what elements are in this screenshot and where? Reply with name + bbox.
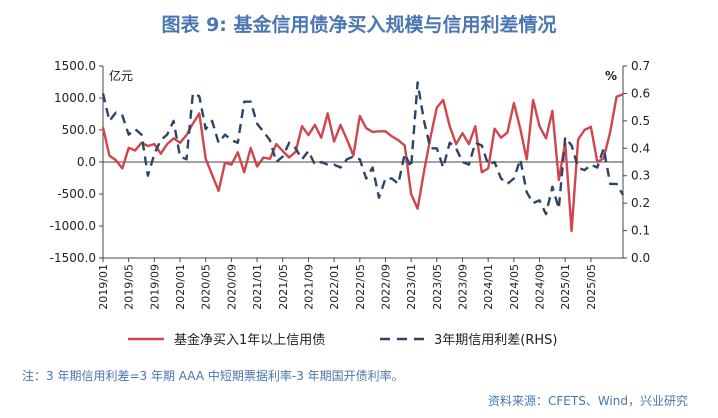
left-tick-label: -500.0	[57, 187, 96, 201]
x-tick-label: 2024/05	[508, 264, 521, 310]
x-tick-label: 2019/05	[123, 264, 136, 310]
legend-label-credit-spread: 3年期信用利差(RHS)	[434, 333, 557, 348]
x-tick-label: 2021/09	[302, 264, 315, 310]
axes: 1500.0 1000.0 500.0 0.0 -500.0 -1000.0 -1500.0…	[50, 59, 650, 310]
x-tick-label: 2023/05	[431, 264, 444, 310]
x-tick-label: 2024/01	[482, 264, 495, 310]
right-tick-label: 0.0	[631, 251, 650, 265]
right-tick-label: 0.3	[631, 169, 650, 183]
x-tick-label: 2021/05	[277, 264, 290, 310]
series-line-credit-spread	[101, 81, 625, 216]
x-tick-label: 2020/05	[200, 264, 213, 310]
right-tick-label: 0.4	[631, 141, 650, 155]
left-axis-unit: 亿元	[109, 68, 133, 83]
x-tick-label: 2022/09	[379, 264, 392, 310]
footnote: 注：3 年期信用利差=3 年期 AAA 中短期票据利率-3 年期国开债利率。	[22, 369, 404, 383]
right-tick-label: 0.6	[631, 86, 650, 100]
left-tick-label: -1500.0	[50, 251, 96, 265]
left-tick-label: 500.0	[62, 123, 96, 137]
left-tick-label: 1000.0	[54, 91, 96, 105]
right-tick-label: 0.7	[631, 59, 650, 73]
x-tick-label: 2022/01	[328, 264, 341, 310]
x-tick-label: 2025/01	[559, 264, 572, 310]
x-tick-label: 2023/01	[405, 264, 418, 310]
series-group	[101, 81, 625, 233]
right-tick-label: 0.2	[631, 196, 650, 210]
left-tick-label: 1500.0	[54, 59, 96, 73]
x-tick-label: 2020/01	[174, 264, 187, 310]
left-tick-label: 0.0	[77, 155, 96, 169]
x-tick-label: 2022/05	[354, 264, 367, 310]
chart-title: 图表 9: 基金信用债净买入规模与信用利差情况	[161, 14, 557, 36]
source-note: 资料来源：CFETS、Wind，兴业研究	[488, 394, 688, 408]
x-tick-label: 2023/09	[457, 264, 470, 310]
right-tick-label: 0.5	[631, 114, 650, 128]
right-axis-unit: %	[605, 69, 617, 83]
x-tick-label: 2020/09	[225, 264, 238, 310]
x-tick-label: 2021/01	[251, 264, 264, 310]
legend: 基金净买入1年以上信用债 3年期信用利差(RHS)	[128, 332, 557, 348]
x-tick-label: 2024/09	[534, 264, 547, 310]
x-tick-label: 2025/05	[585, 264, 598, 310]
x-tick-label: 2019/09	[148, 264, 161, 310]
x-tick-label: 2019/01	[97, 264, 110, 310]
legend-label-fund-net-purchase: 基金净买入1年以上信用债	[174, 332, 325, 348]
right-tick-label: 0.1	[631, 224, 650, 238]
left-tick-label: -1000.0	[50, 219, 96, 233]
